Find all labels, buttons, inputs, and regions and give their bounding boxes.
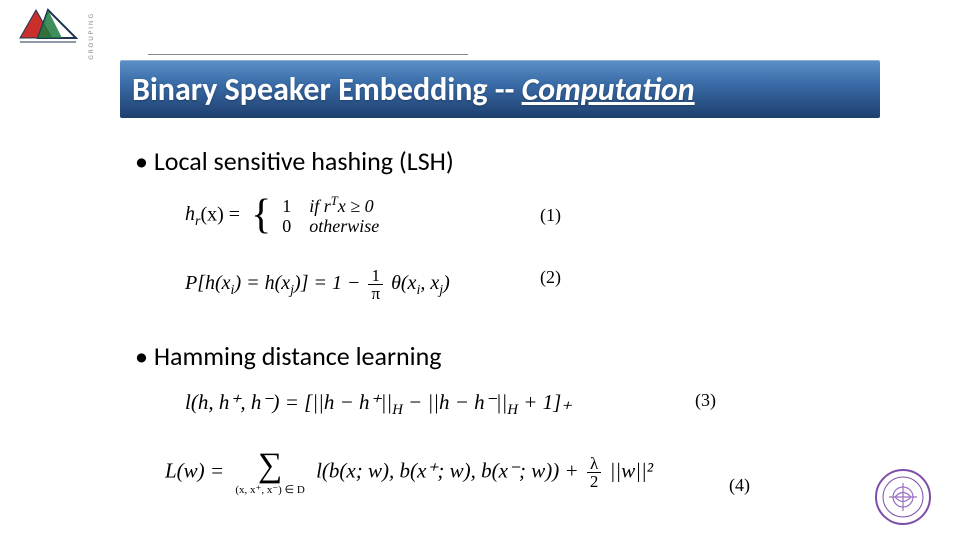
eq2-c: )] = 1 − (294, 272, 365, 294)
eq3-number: (3) (695, 390, 716, 411)
logo (8, 8, 98, 68)
eq3-m: − ||h − h⁻|| (403, 390, 508, 414)
eq1-c1b: x ≥ 0 (338, 196, 374, 216)
title-gradient: Binary Speaker Embedding -- Computation (120, 60, 880, 118)
equation-4: L(w) = ∑ (x, x⁺, x⁻) ∈ D l(b(x; w), b(x⁺… (165, 449, 835, 496)
eq3-h1: H (392, 402, 403, 418)
eq4-tail: ||w||² (610, 458, 653, 482)
eq1-c1sup: T (331, 194, 338, 208)
eq1-number: (1) (540, 205, 561, 226)
eq1-c2v: 0 (282, 216, 291, 236)
eq1-cases: 1 if rTx ≥ 0 0 otherwise (282, 195, 379, 237)
eq4-frac: λ 2 (587, 455, 602, 490)
eq1-arg: (x) = (200, 203, 245, 225)
eq3-h2: H (507, 402, 518, 418)
eq2-fn: 1 (368, 267, 383, 285)
equation-2: P[h(xi) = h(xj)] = 1 − 1 π θ(xi, xj) (2) (185, 267, 835, 302)
eq1-c2c: otherwise (309, 216, 379, 236)
title-prefix: Binary Speaker Embedding -- (132, 70, 522, 109)
eq4-lhs: L(w) = (165, 458, 229, 482)
eq4-body: l(b(x; w), b(x⁺; w), b(x⁻; w)) + (316, 458, 584, 482)
eq3-e: + 1]₊ (518, 390, 572, 414)
bullet-lsh: Local sensitive hashing (LSH) (135, 145, 835, 177)
eq2-e: , x (420, 272, 439, 294)
eq2-b: ) = h(x (234, 272, 290, 294)
eq4-under: (x, x⁺, x⁻) ∈ D (235, 485, 304, 496)
title-italic: Computation (522, 70, 695, 109)
university-badge-icon (874, 468, 932, 526)
eq4-fn: λ (587, 455, 602, 473)
logo-grouping-label: GROUPING (86, 12, 95, 60)
title-bar: Binary Speaker Embedding -- Computation (120, 60, 880, 124)
eq1-lhs: h (185, 203, 195, 225)
eq2-f: ) (443, 272, 450, 294)
slide-title: Binary Speaker Embedding -- Computation (132, 70, 695, 109)
eq1-c1v: 1 (282, 196, 291, 216)
eq1-c1a: if r (309, 196, 331, 216)
content-area: Local sensitive hashing (LSH) hr(x) = { … (135, 145, 835, 526)
equation-1: hr(x) = { 1 if rTx ≥ 0 0 otherwise (1) (185, 195, 835, 237)
equation-3: l(h, h⁺, h⁻) = [||h − h⁺||H − ||h − h⁻||… (185, 390, 835, 419)
bullet-hamming: Hamming distance learning (135, 340, 835, 372)
brace-icon: { (251, 199, 271, 233)
eq2-a: P[h(x (185, 272, 231, 294)
sum-icon: ∑ (x, x⁺, x⁻) ∈ D (235, 449, 304, 496)
eq2-fd: π (368, 285, 383, 302)
eq2-frac: 1 π (368, 267, 383, 302)
eq3-a: l(h, h⁺, h⁻) = [||h − h⁺|| (185, 390, 392, 414)
logo-triangle-icon (18, 8, 78, 48)
eq4-fd: 2 (587, 473, 602, 490)
eq4-number: (4) (729, 475, 750, 496)
eq2-number: (2) (540, 267, 561, 288)
eq2-d: θ(x (391, 272, 416, 294)
title-accent-line (148, 54, 468, 55)
